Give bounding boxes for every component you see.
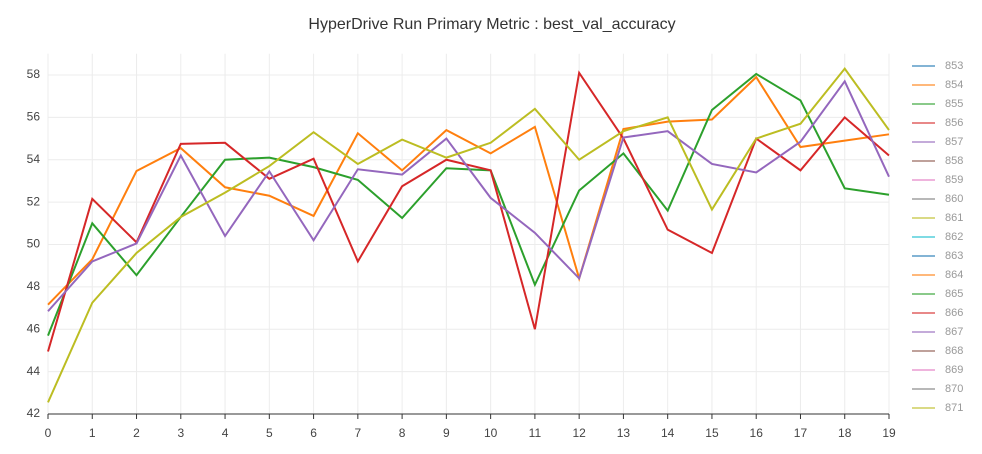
legend-label: 860 [945,193,963,205]
legend-label: 858 [945,155,963,167]
series-line [47,72,890,336]
y-tick-label: 42 [27,406,41,420]
x-tick-label: 7 [354,426,361,440]
y-tick-label: 50 [27,237,41,251]
series-line [47,79,890,312]
x-tick-label: 11 [529,426,542,440]
x-tick-label: 15 [705,426,719,440]
y-tick-label: 56 [27,110,41,124]
y-tick-label: 46 [27,321,41,335]
x-tick-label: 0 [45,426,52,440]
x-tick-label: 1 [89,426,96,440]
legend-label: 862 [945,231,963,243]
x-tick-label: 14 [661,426,675,440]
y-tick-label: 54 [27,152,41,166]
y-tick-label: 44 [27,364,41,378]
legend-label: 859 [945,174,963,186]
x-tick-label: 10 [484,426,498,440]
x-tick-label: 5 [266,426,273,440]
x-tick-label: 4 [222,426,229,440]
x-tick-label: 17 [794,426,808,440]
legend-label: 863 [945,250,963,262]
legend-label: 853 [945,60,963,72]
x-tick-label: 3 [177,426,184,440]
y-tick-label: 48 [27,279,41,293]
x-tick-label: 6 [310,426,317,440]
legend-label: 869 [945,364,963,376]
x-tick-label: 16 [750,426,764,440]
legend-label: 864 [945,269,963,281]
legend-label: 865 [945,288,963,300]
x-tick-label: 19 [882,426,896,440]
x-tick-label: 12 [572,426,586,440]
series-line [47,70,890,352]
legend-label: 857 [945,136,963,148]
y-tick-label: 58 [27,67,41,81]
x-tick-label: 8 [399,426,406,440]
series-line [47,75,890,306]
legend-label: 856 [945,117,963,129]
x-tick-label: 9 [443,426,450,440]
legend-label: 868 [945,345,963,357]
series-line [47,66,890,403]
legend-label: 867 [945,326,963,338]
legend-label: 854 [945,79,963,91]
legend-label: 866 [945,307,963,319]
y-tick-label: 52 [27,194,41,208]
x-tick-label: 18 [838,426,852,440]
x-tick-label: 2 [133,426,140,440]
legend-label: 861 [945,212,963,224]
legend-label: 855 [945,98,963,110]
chart-title: HyperDrive Run Primary Metric : best_val… [308,16,675,33]
legend-label: 871 [945,402,963,414]
legend-label: 870 [945,383,963,395]
x-tick-label: 13 [617,426,631,440]
